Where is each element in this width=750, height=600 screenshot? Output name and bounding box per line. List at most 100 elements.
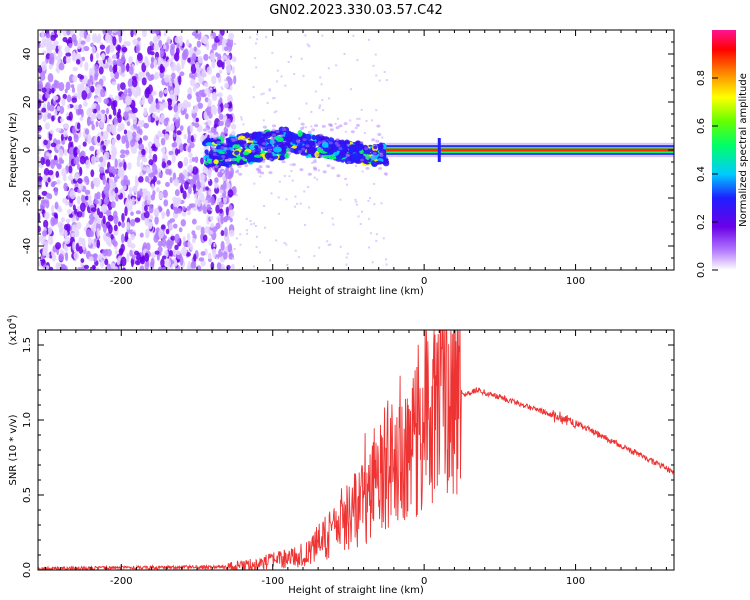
spectrogram-cell bbox=[67, 135, 73, 142]
y-tick-label: 1.5 bbox=[22, 337, 33, 353]
spectrogram-cell bbox=[355, 123, 360, 127]
x-tick-label: 100 bbox=[566, 276, 585, 287]
spectrogram-cell bbox=[193, 83, 200, 89]
spectrogram-cell bbox=[307, 172, 312, 176]
spectrogram-cell bbox=[346, 160, 351, 164]
spectrogram-cell bbox=[185, 39, 190, 47]
spectrogram-cell bbox=[146, 195, 152, 205]
spectrogram-cell bbox=[75, 107, 82, 116]
spectrogram-cell bbox=[270, 137, 275, 141]
spectrogram-cell bbox=[354, 164, 357, 167]
spectrogram-cell bbox=[357, 215, 360, 218]
spectrogram-cell bbox=[126, 252, 130, 263]
spectrogram-cell bbox=[295, 139, 300, 143]
spectrogram-cell bbox=[218, 99, 222, 105]
spectrogram-cell bbox=[322, 109, 325, 112]
spectrogram-cell bbox=[77, 144, 82, 150]
spectrogram-cell bbox=[67, 104, 71, 110]
spectrogram-cell bbox=[38, 110, 43, 120]
spectrogram-cell bbox=[204, 117, 207, 120]
spectrogram-cell bbox=[180, 219, 186, 227]
spectrogram-cell bbox=[93, 219, 97, 227]
spectrogram-cell bbox=[89, 74, 93, 83]
spectrogram-cell bbox=[332, 223, 335, 226]
spectrogram-cell bbox=[192, 166, 199, 175]
spectrogram-cell bbox=[269, 259, 272, 262]
spectrogram-cell bbox=[317, 169, 320, 172]
spectrogram-cell bbox=[205, 186, 209, 191]
spectrogram-cell bbox=[356, 59, 359, 62]
spectrogram-cell bbox=[310, 110, 313, 113]
spectrogram-cell bbox=[102, 224, 107, 233]
colorbar-tick-label: 0.6 bbox=[696, 118, 707, 134]
spectrogram-cell bbox=[124, 206, 128, 217]
x-tick-label: -200 bbox=[110, 276, 133, 287]
spectrogram-cell bbox=[109, 123, 115, 133]
spectrogram-cell bbox=[56, 105, 61, 112]
spectrogram-cell bbox=[151, 90, 157, 96]
spectrogram-cell bbox=[143, 122, 150, 129]
colorbar-tick-label: 0.0 bbox=[696, 262, 707, 278]
spectrogram-cell bbox=[43, 264, 47, 269]
spectrogram-cell bbox=[225, 58, 230, 65]
spectrogram-cell bbox=[158, 171, 163, 179]
spectrogram-cell bbox=[154, 168, 158, 175]
spectrogram-cell bbox=[322, 170, 327, 174]
spectrogram-cell bbox=[55, 127, 62, 133]
spectrogram-cell bbox=[213, 86, 216, 89]
spectrogram-cell bbox=[71, 33, 77, 43]
spectrogram-cell bbox=[174, 52, 180, 62]
spectrogram-cell bbox=[48, 226, 53, 235]
spectrogram-cell bbox=[283, 241, 286, 244]
spectrogram-cell bbox=[59, 226, 65, 237]
spectrogram-cell bbox=[242, 123, 245, 126]
spectrogram-cell bbox=[85, 195, 89, 201]
spectrogram-cell bbox=[104, 62, 110, 70]
spectrogram-cell bbox=[196, 179, 201, 190]
spectrogram-cell bbox=[160, 65, 166, 73]
spectrogram-cell bbox=[207, 169, 212, 179]
spectrogram-cell bbox=[294, 249, 297, 252]
spectrogram-cell bbox=[162, 189, 168, 199]
spectrogram-cell bbox=[95, 104, 101, 111]
spectrogram-cell bbox=[227, 242, 233, 253]
spectrogram-cell bbox=[352, 152, 361, 158]
spectrogram-cell bbox=[39, 255, 45, 261]
spectrogram-cell bbox=[165, 228, 170, 235]
spectrogram-cell bbox=[104, 196, 110, 206]
spectrogram-cell bbox=[210, 222, 214, 228]
spectrogram-cell bbox=[210, 195, 215, 206]
spectrogram-cell bbox=[131, 197, 135, 206]
spectrogram-cell bbox=[88, 213, 94, 221]
spectrogram-cell bbox=[126, 95, 132, 106]
spectrogram-cell bbox=[220, 161, 226, 167]
spectrogram-cell bbox=[153, 234, 159, 243]
spectrogram-cell bbox=[370, 160, 376, 166]
spectrogram-cell bbox=[66, 115, 72, 121]
spectrogram-cell bbox=[315, 142, 320, 146]
spectrogram-cell bbox=[339, 198, 342, 201]
spectrogram-cell bbox=[360, 158, 365, 162]
spectrogram-cell bbox=[241, 156, 246, 160]
spectrogram-cell bbox=[95, 52, 100, 59]
spectrogram-cell bbox=[209, 215, 214, 221]
spectrogram-cell bbox=[91, 103, 96, 110]
spectrogram-cell bbox=[361, 170, 364, 173]
spectrogram-cell bbox=[86, 134, 92, 145]
spectrogram-cell bbox=[76, 122, 81, 130]
spectrogram-cell bbox=[300, 122, 305, 126]
spectrogram-cell bbox=[278, 180, 281, 183]
spectrogram-cell bbox=[338, 124, 343, 128]
spectrogram-cell bbox=[234, 170, 239, 174]
spectrogram-cell bbox=[154, 116, 159, 121]
spectrogram-cell bbox=[238, 172, 243, 176]
x-tick-label: -100 bbox=[261, 576, 284, 587]
spectrogram-cell bbox=[102, 205, 107, 211]
spectrogram-cell bbox=[289, 163, 292, 166]
spectrogram-cell bbox=[372, 64, 375, 67]
spectrogram-cell bbox=[120, 256, 127, 267]
spectrogram-cell bbox=[150, 74, 155, 81]
spectrogram-cell bbox=[151, 183, 155, 191]
spectrogram-cell bbox=[165, 181, 170, 188]
